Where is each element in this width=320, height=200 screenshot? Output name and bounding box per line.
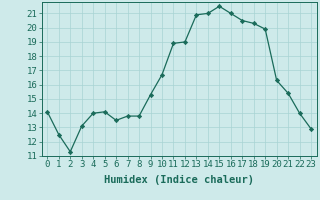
X-axis label: Humidex (Indice chaleur): Humidex (Indice chaleur): [104, 175, 254, 185]
